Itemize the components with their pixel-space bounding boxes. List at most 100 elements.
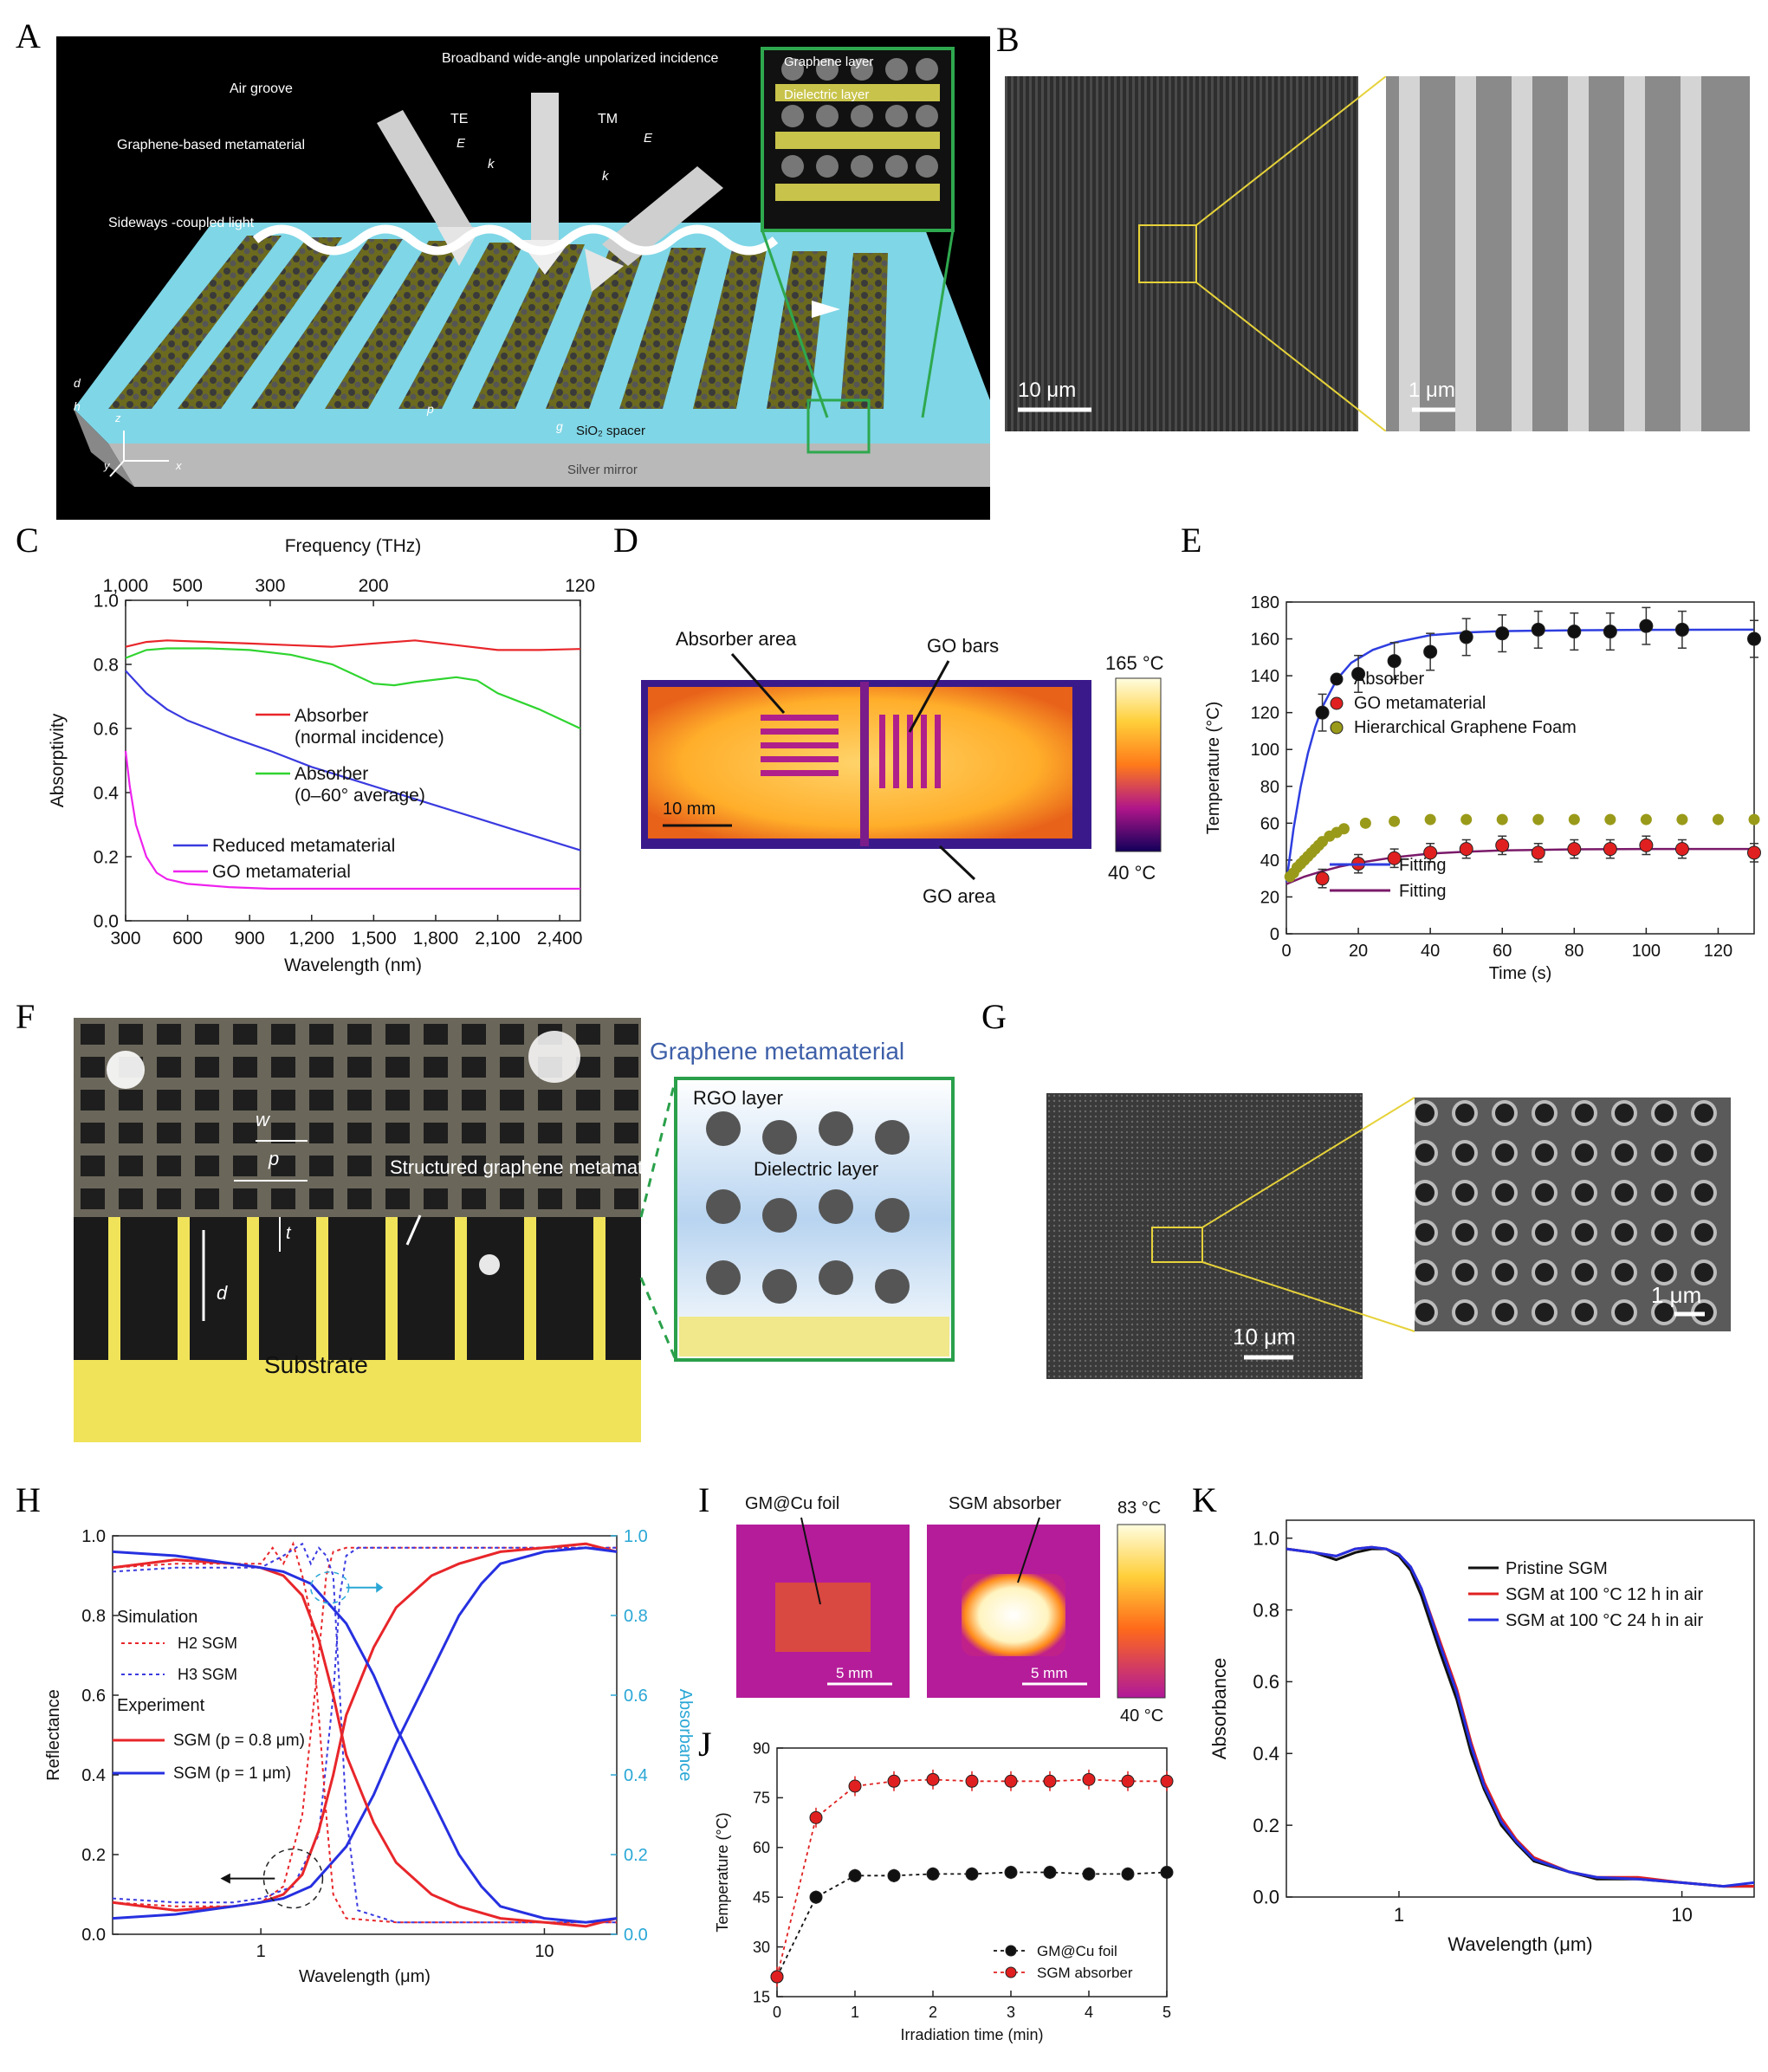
y-tick-label: 0.4: [81, 1766, 106, 1785]
axis-z-label: z: [114, 411, 121, 424]
data-point-j: [1082, 1867, 1096, 1881]
x-tick-label: 600: [172, 929, 203, 949]
scale-label-i-left: 5 mm: [836, 1665, 873, 1681]
x-tick-label: 60: [1493, 942, 1512, 961]
data-point-foam: [1337, 823, 1350, 835]
series-line-k-2: [1286, 1545, 1755, 1888]
data-point-absorber: [1674, 622, 1689, 637]
data-point-foam: [1640, 813, 1652, 826]
data-point-j: [887, 1868, 901, 1882]
data-point-absorber: [1495, 626, 1510, 641]
series-line-c-2: [125, 670, 581, 851]
legend-label-c: Absorber: [295, 764, 368, 784]
gmcu-arrow: [800, 1517, 821, 1605]
data-point-foam: [1748, 813, 1760, 826]
y-tick-label: 100: [1251, 741, 1279, 760]
silver-mirror-label: Silver mirror: [567, 463, 638, 477]
dielectric-layer-label: Dielectric layer: [784, 87, 869, 102]
axis-x-label: x: [175, 459, 182, 472]
data-point-foam: [1532, 813, 1545, 826]
y-tick-label: 160: [1251, 631, 1279, 650]
reflectance-circle: [262, 1848, 324, 1909]
data-point-absorber: [1351, 666, 1366, 681]
data-point-j: [926, 1867, 940, 1881]
data-point-go: [1531, 845, 1545, 860]
legend-label-c: Absorber: [295, 706, 368, 726]
data-point-j: [965, 1867, 979, 1881]
panel-j-chart: 15 30 45 60 75 90 0 1 2 3 4 5 Irradiation time (min)…: [703, 1732, 1188, 2066]
colorbar-d: [1115, 677, 1162, 852]
y-tick-label: 120: [1251, 704, 1279, 723]
rgo-layer-label: RGO layer: [693, 1087, 783, 1109]
layer-inset: [761, 47, 955, 454]
colorbar-min-d: 40 °C: [1108, 862, 1156, 884]
data-point-absorber: [1603, 625, 1617, 639]
reflectance-arrowhead: [220, 1873, 230, 1884]
series-line-h-1: [112, 1546, 617, 1904]
panel-k-chart: 0.0 0.2 0.4 0.6 0.8 1.0 1 10 Wavelength (μm) Abso…: [1200, 1512, 1763, 1979]
grid-top-surface: [74, 1018, 641, 1217]
graphene-layer-label: Graphene layer: [784, 55, 873, 69]
data-point-j: [1160, 1866, 1174, 1879]
go-bars-vertical: [879, 715, 941, 788]
x-tick-label: 100: [1632, 942, 1661, 961]
panel-label-b: B: [996, 20, 1020, 59]
data-point-j: [848, 1779, 862, 1793]
sem-zoom-stripes: [1399, 76, 1701, 431]
series-line-c-3: [124, 750, 580, 890]
panel-h-chart: 0.0 0.2 0.4 0.6 0.8 1.0 1 10 0.0 0.2 0.4 0.6 0.8 1.0 W…: [35, 1512, 695, 1997]
zoom-box: [1138, 224, 1197, 283]
top-tick-label: 1,000: [103, 576, 149, 596]
y-tick-label: 30: [753, 1939, 770, 1956]
y-axis-title: Absorptivity: [48, 713, 68, 807]
data-point-go: [1639, 838, 1654, 852]
data-point-foam: [1424, 813, 1436, 826]
plot-frame-e: [1286, 601, 1755, 935]
dielectric-layer-label-f: Dielectric layer: [754, 1158, 878, 1180]
series-line-h-3: [112, 1546, 618, 1920]
d-label-f: d: [217, 1282, 228, 1304]
plot-frame-h: [112, 1535, 618, 1935]
colorbar-max-d: 165 °C: [1105, 652, 1164, 674]
y-tick-label: 0.2: [1253, 1815, 1279, 1836]
absorbance-arrowhead: [376, 1582, 384, 1593]
x-tick-label: 80: [1564, 942, 1583, 961]
substrate-label: Substrate: [264, 1351, 368, 1378]
go-area-arrow: [938, 845, 976, 881]
panel-label-a: A: [16, 16, 41, 55]
data-point-j: [1121, 1774, 1135, 1788]
top-tick-label: 500: [172, 576, 203, 596]
structured-label: Structured graphene metamaterial: [390, 1156, 679, 1178]
panel-i-thermal: GM@Cu foil 5 mm SGM absorber 5 mm 83 °C …: [723, 1483, 1191, 1734]
go-area-label: GO area: [923, 885, 996, 907]
data-point-j: [1043, 1774, 1057, 1788]
colorbar-i: [1117, 1524, 1166, 1699]
panel-label-c: C: [16, 521, 39, 560]
x-tick-label: 1: [1394, 1904, 1404, 1926]
substrate: [74, 1360, 641, 1442]
graphene-metamaterial-label: Graphene-based metamaterial: [117, 138, 305, 152]
data-point-foam: [1359, 817, 1371, 829]
data-point-j: [809, 1810, 823, 1824]
legend-h3: H3 SGM: [178, 1666, 237, 1683]
legend-label-e: Fitting: [1399, 856, 1446, 875]
x-tick-label: 300: [110, 929, 140, 949]
series-line-h-4: [112, 1541, 617, 1924]
y-tick-label: 20: [1260, 888, 1279, 907]
legend-experiment: Experiment: [117, 1696, 205, 1715]
data-point-j: [1004, 1866, 1018, 1879]
y-tick-label: 0.6: [1253, 1671, 1279, 1693]
h-label: h: [74, 399, 81, 413]
legend-marker-e: [1330, 721, 1344, 735]
y-tick-label: 0.6: [81, 1687, 106, 1706]
y-tick-label: 80: [1260, 778, 1279, 797]
x-axis-title: Wavelength (μm): [1447, 1933, 1592, 1955]
legend-sgm1: SGM (p = 1 μm): [173, 1764, 291, 1783]
scale-label-g-left: 10 μm: [1233, 1324, 1296, 1350]
y-tick-label: 15: [753, 1988, 770, 2005]
x-axis-title: Time (s): [1489, 964, 1552, 983]
panel-e-chart: 0 20 40 60 80 100 120 140 160 180 0 20 40 60 80 100 120 T…: [1191, 580, 1767, 1018]
panel-label-j: J: [698, 1725, 712, 1764]
legend-marker-e: [1330, 672, 1344, 686]
data-point-go: [1674, 842, 1689, 857]
